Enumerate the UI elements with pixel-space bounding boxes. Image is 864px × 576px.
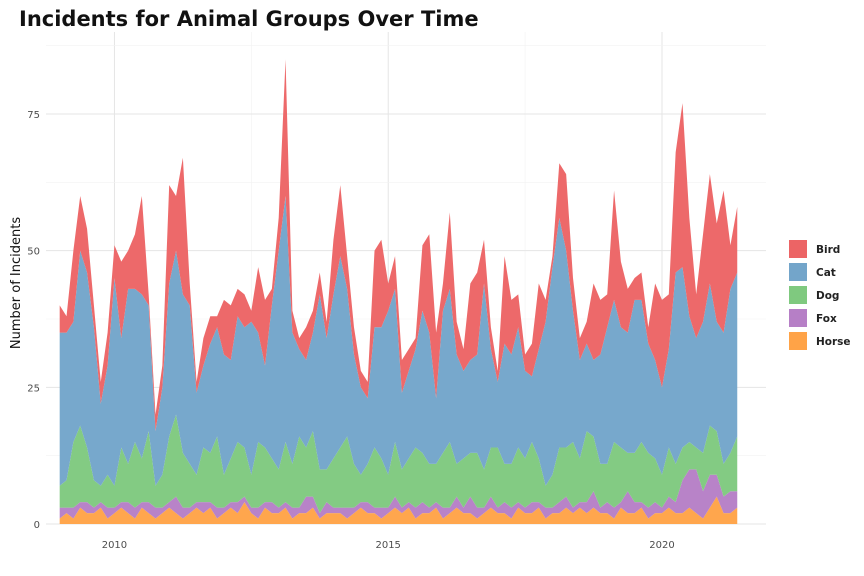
legend-swatch-horse	[789, 332, 807, 350]
x-tick-label: 2010	[102, 540, 127, 551]
legend-label-fox: Fox	[816, 313, 837, 325]
y-axis-title: Number of Incidents	[9, 217, 24, 349]
legend-label-horse: Horse	[816, 336, 851, 348]
y-tick-label: 0	[34, 520, 40, 531]
x-tick-label: 2020	[649, 540, 674, 551]
legend-swatch-bird	[789, 240, 807, 258]
legend-label-dog: Dog	[816, 290, 839, 302]
legend-swatch-dog	[789, 286, 807, 304]
area-dog	[59, 414, 738, 514]
y-tick-label: 50	[27, 247, 40, 258]
y-axis-ticks: 0 25 50 75	[27, 110, 40, 531]
plot-area	[59, 59, 738, 524]
x-axis-ticks: 2010 2015 2020	[102, 540, 675, 551]
legend-swatch-cat	[789, 263, 807, 281]
y-tick-label: 75	[27, 110, 40, 121]
x-tick-label: 2015	[375, 540, 400, 551]
y-tick-label: 25	[27, 383, 40, 394]
area-bird	[59, 59, 738, 432]
legend: Bird Cat Dog Fox Horse	[789, 240, 851, 350]
legend-label-cat: Cat	[816, 267, 836, 279]
area-fox	[59, 469, 738, 519]
chart-title: Incidents for Animal Groups Over Time	[19, 7, 479, 31]
legend-label-bird: Bird	[816, 244, 840, 256]
area-horse	[59, 496, 738, 524]
legend-swatch-fox	[789, 309, 807, 327]
